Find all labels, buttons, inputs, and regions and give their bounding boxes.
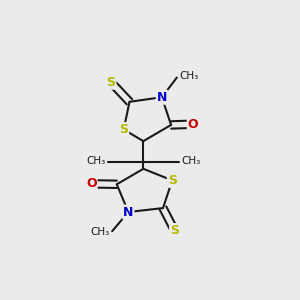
Text: CH₃: CH₃ xyxy=(179,71,198,81)
Text: CH₃: CH₃ xyxy=(182,156,201,166)
Text: N: N xyxy=(123,206,134,218)
Text: CH₃: CH₃ xyxy=(91,227,110,237)
Text: S: S xyxy=(119,123,128,136)
Text: O: O xyxy=(188,118,198,131)
Text: O: O xyxy=(86,177,97,190)
Text: S: S xyxy=(168,174,177,187)
Text: N: N xyxy=(157,91,167,104)
Text: CH₃: CH₃ xyxy=(86,156,105,166)
Text: S: S xyxy=(170,224,179,237)
Text: S: S xyxy=(106,76,116,89)
